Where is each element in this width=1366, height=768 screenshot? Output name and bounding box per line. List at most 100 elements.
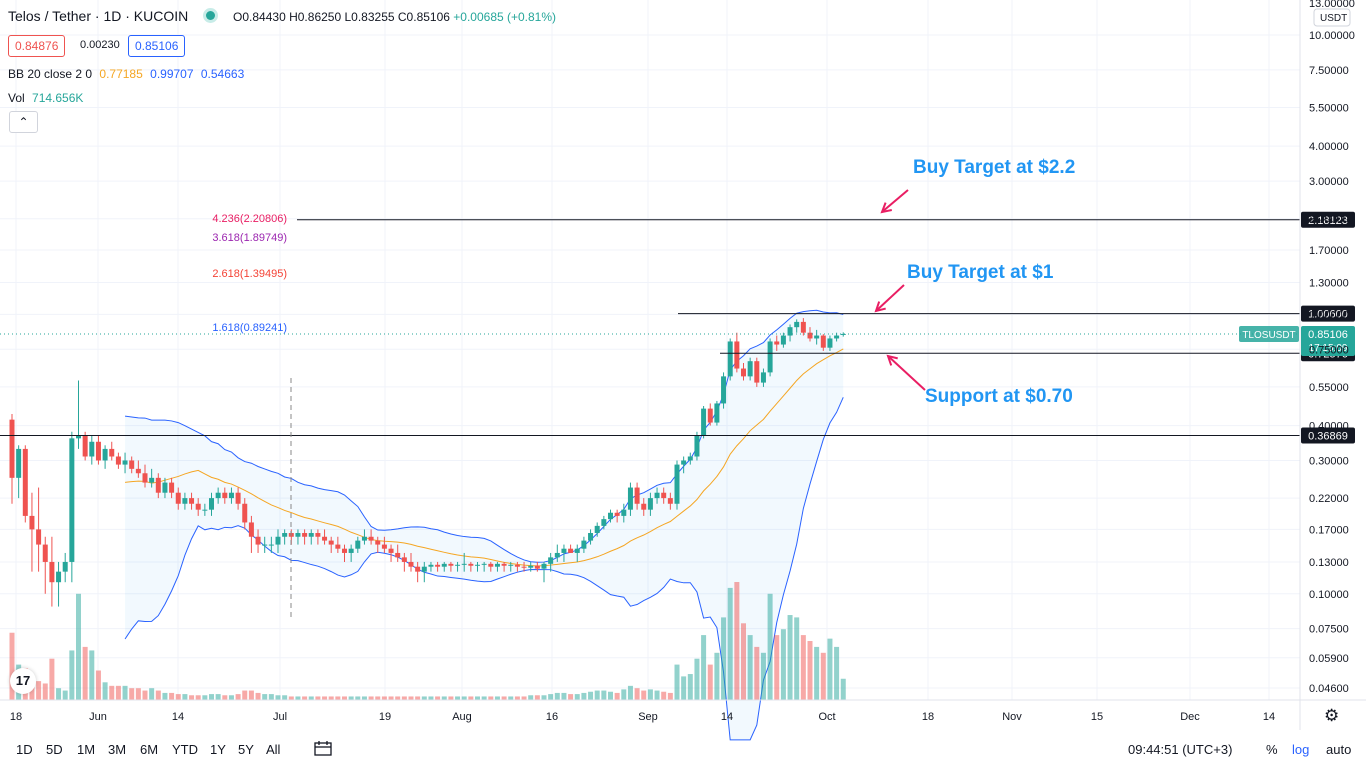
percent-toggle[interactable]: % (1266, 742, 1278, 757)
candle-body (794, 321, 800, 328)
open-label: O0.84430 (233, 10, 286, 24)
candle-body (295, 533, 301, 537)
log-toggle[interactable]: log (1292, 742, 1310, 757)
price-axis[interactable]: 13.00000 10.00000 7.50000 5.50000 4.00000 3.0… (1299, 0, 1355, 730)
volume-bar (129, 688, 135, 700)
candle-body (268, 544, 274, 546)
sell-button[interactable]: 0.84876 (8, 35, 66, 57)
timeframe-1d[interactable]: 1D (16, 742, 33, 757)
time-axis[interactable]: 18 Jun 14 Jul 19 Aug 16 Sep 14 Oct 18 Nov 15 Dec 14 (0, 699, 1366, 723)
annotation-arrowhead (886, 354, 898, 366)
volume-bar (568, 694, 574, 700)
annotation-arrow (875, 284, 905, 312)
candle-body (209, 498, 214, 510)
timeframe-5y[interactable]: 5Y (238, 742, 254, 757)
candle-body (687, 456, 693, 461)
candle-body (401, 557, 407, 562)
timeframe-all[interactable]: All (266, 742, 281, 757)
candle-body (415, 566, 421, 572)
volume-bar (528, 695, 534, 700)
volume-bar (275, 695, 281, 700)
time-tick-label: 15 (1091, 711, 1103, 723)
volume-bar (521, 696, 527, 700)
volume-bar (614, 692, 620, 700)
candle-body (342, 548, 347, 553)
candle-body (674, 464, 680, 504)
volume-bar (189, 695, 195, 700)
timeframe-1m[interactable]: 1M (77, 742, 96, 757)
volume-bar (76, 593, 81, 700)
y-tick-label: 1.30000 (1309, 278, 1349, 290)
volume-bar (448, 696, 454, 700)
candle-body (421, 566, 427, 572)
volume-bar (794, 617, 800, 700)
volume-bar (747, 635, 753, 700)
candle-body (149, 477, 155, 483)
volume-bar (295, 696, 301, 700)
volume-bar (634, 688, 640, 700)
fib-levels: 4.236(2.20806) 3.618(1.89749) 2.618(1.3949… (212, 213, 287, 334)
candle-body (315, 533, 321, 537)
volume-bar (142, 690, 148, 700)
timeframe-5d[interactable]: 5D (46, 742, 63, 757)
volume-bar (102, 682, 108, 700)
date-range-icon[interactable] (314, 741, 332, 757)
timeframe-6m[interactable]: 6M (140, 742, 159, 757)
volume-bar (654, 690, 660, 700)
level-price-tag (1301, 211, 1355, 228)
volume-legend[interactable]: Vol 714.656K (8, 91, 83, 105)
bb-legend[interactable]: BB 20 close 2 0 0.77185 0.99707 0.54663 (8, 67, 244, 81)
volume-bar (621, 689, 627, 700)
volume-bar (89, 650, 95, 700)
volume-bar (235, 694, 241, 700)
volume-bar (209, 694, 214, 700)
volume-bar (215, 694, 221, 700)
candle-body (29, 515, 35, 530)
y-tick-label: 0.17000 (1309, 524, 1349, 536)
clock-readout[interactable]: 09:44:51 (UTC+3) (1128, 742, 1233, 757)
y-tick-label: 1.70000 (1309, 245, 1349, 257)
annotation-arrow (887, 355, 926, 391)
auto-toggle[interactable]: auto (1326, 742, 1352, 757)
volume-bar (455, 696, 461, 700)
volume-bar (754, 646, 760, 700)
collapse-legend-button[interactable]: ⌃ (9, 111, 38, 133)
volume-bar (787, 615, 793, 700)
time-tick-label: Jun (89, 711, 107, 723)
timeframe-ytd[interactable]: YTD (172, 742, 198, 757)
candle-body (9, 419, 15, 478)
volume-bar (541, 695, 547, 700)
tradingview-logo-icon[interactable]: 17 (10, 668, 36, 694)
settings-gear-icon[interactable]: ⚙ (1324, 706, 1340, 725)
volume-bar (62, 690, 68, 700)
y-tick-label: 2.20000 (1309, 214, 1349, 226)
timeframe-1y[interactable]: 1Y (210, 742, 226, 757)
candle-body (262, 544, 268, 546)
currency-box (1313, 8, 1351, 27)
time-tick-label: Dec (1180, 711, 1200, 723)
candle-body (747, 361, 753, 377)
y-tick-label: 13.00000 (1309, 0, 1355, 10)
symbol-tag (1239, 325, 1299, 342)
candle-body (408, 561, 414, 567)
annotation-arrow (881, 189, 909, 213)
candle-body (109, 448, 115, 457)
candle-body (56, 571, 62, 583)
volume-bar (641, 690, 647, 700)
candle-body (461, 563, 467, 565)
candle-body (727, 341, 733, 377)
buy-button[interactable]: 0.85106 (128, 35, 186, 57)
candle-body (574, 548, 580, 553)
candle-body (62, 561, 68, 572)
timeframe-3m[interactable]: 3M (108, 742, 127, 757)
volume-bar (468, 696, 474, 700)
symbol-title[interactable]: Telos / Tether · 1D · KUCOIN (8, 8, 189, 24)
y-tick-label: 0.04600 (1309, 683, 1349, 695)
candle-body (102, 448, 108, 461)
volume-bar (149, 688, 155, 700)
volume-bar (780, 629, 786, 700)
candle-body (122, 460, 128, 465)
volume-bar (481, 696, 487, 700)
volume-bar (175, 694, 181, 700)
